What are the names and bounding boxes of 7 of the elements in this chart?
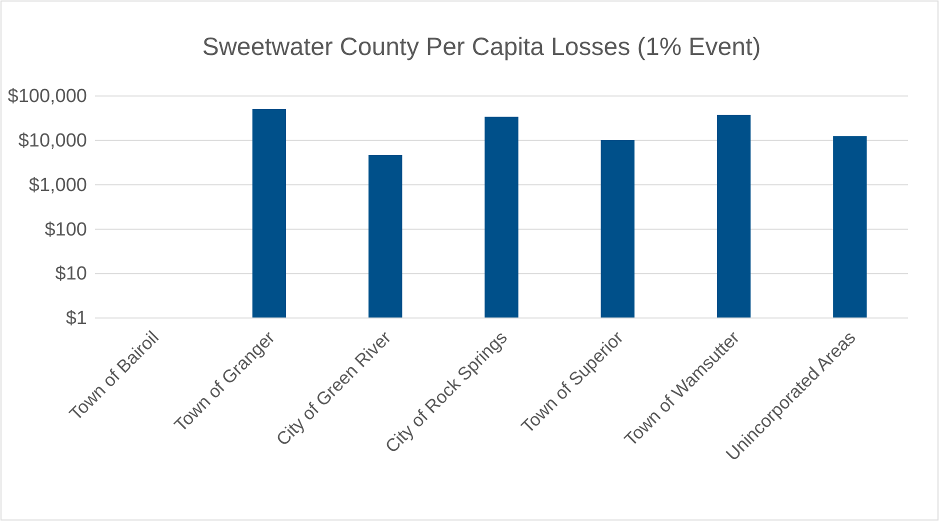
y-tick-label: $1 (66, 308, 87, 330)
y-tick-label: $10 (55, 264, 87, 285)
y-tick-label: $10,000 (18, 130, 87, 152)
y-tick-label: $1,000 (28, 174, 87, 196)
chart-title: Sweetwater County Per Capita Losses (1% Event) (202, 33, 761, 61)
y-tick-label: $100 (44, 219, 87, 240)
y-tick-label: $100,000 (8, 86, 87, 108)
